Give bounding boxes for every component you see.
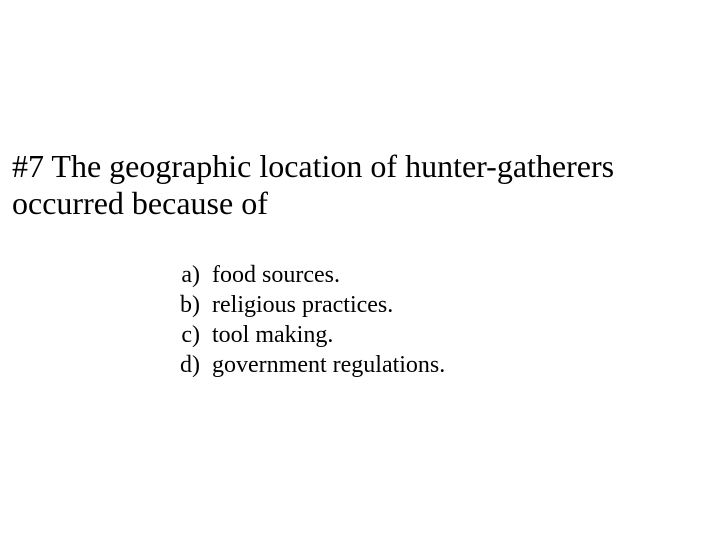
option-letter: b) — [160, 290, 212, 320]
option-text: religious practices. — [212, 290, 393, 320]
option-c: c) tool making. — [160, 320, 445, 350]
option-b: b) religious practices. — [160, 290, 445, 320]
option-letter: d) — [160, 350, 212, 380]
option-letter: c) — [160, 320, 212, 350]
option-text: food sources. — [212, 260, 340, 290]
question-text: #7 The geographic location of hunter-gat… — [12, 148, 708, 222]
option-d: d) government regulations. — [160, 350, 445, 380]
option-letter: a) — [160, 260, 212, 290]
slide: #7 The geographic location of hunter-gat… — [0, 0, 720, 540]
options-list: a) food sources. b) religious practices.… — [160, 260, 445, 380]
option-a: a) food sources. — [160, 260, 445, 290]
option-text: government regulations. — [212, 350, 445, 380]
option-text: tool making. — [212, 320, 333, 350]
